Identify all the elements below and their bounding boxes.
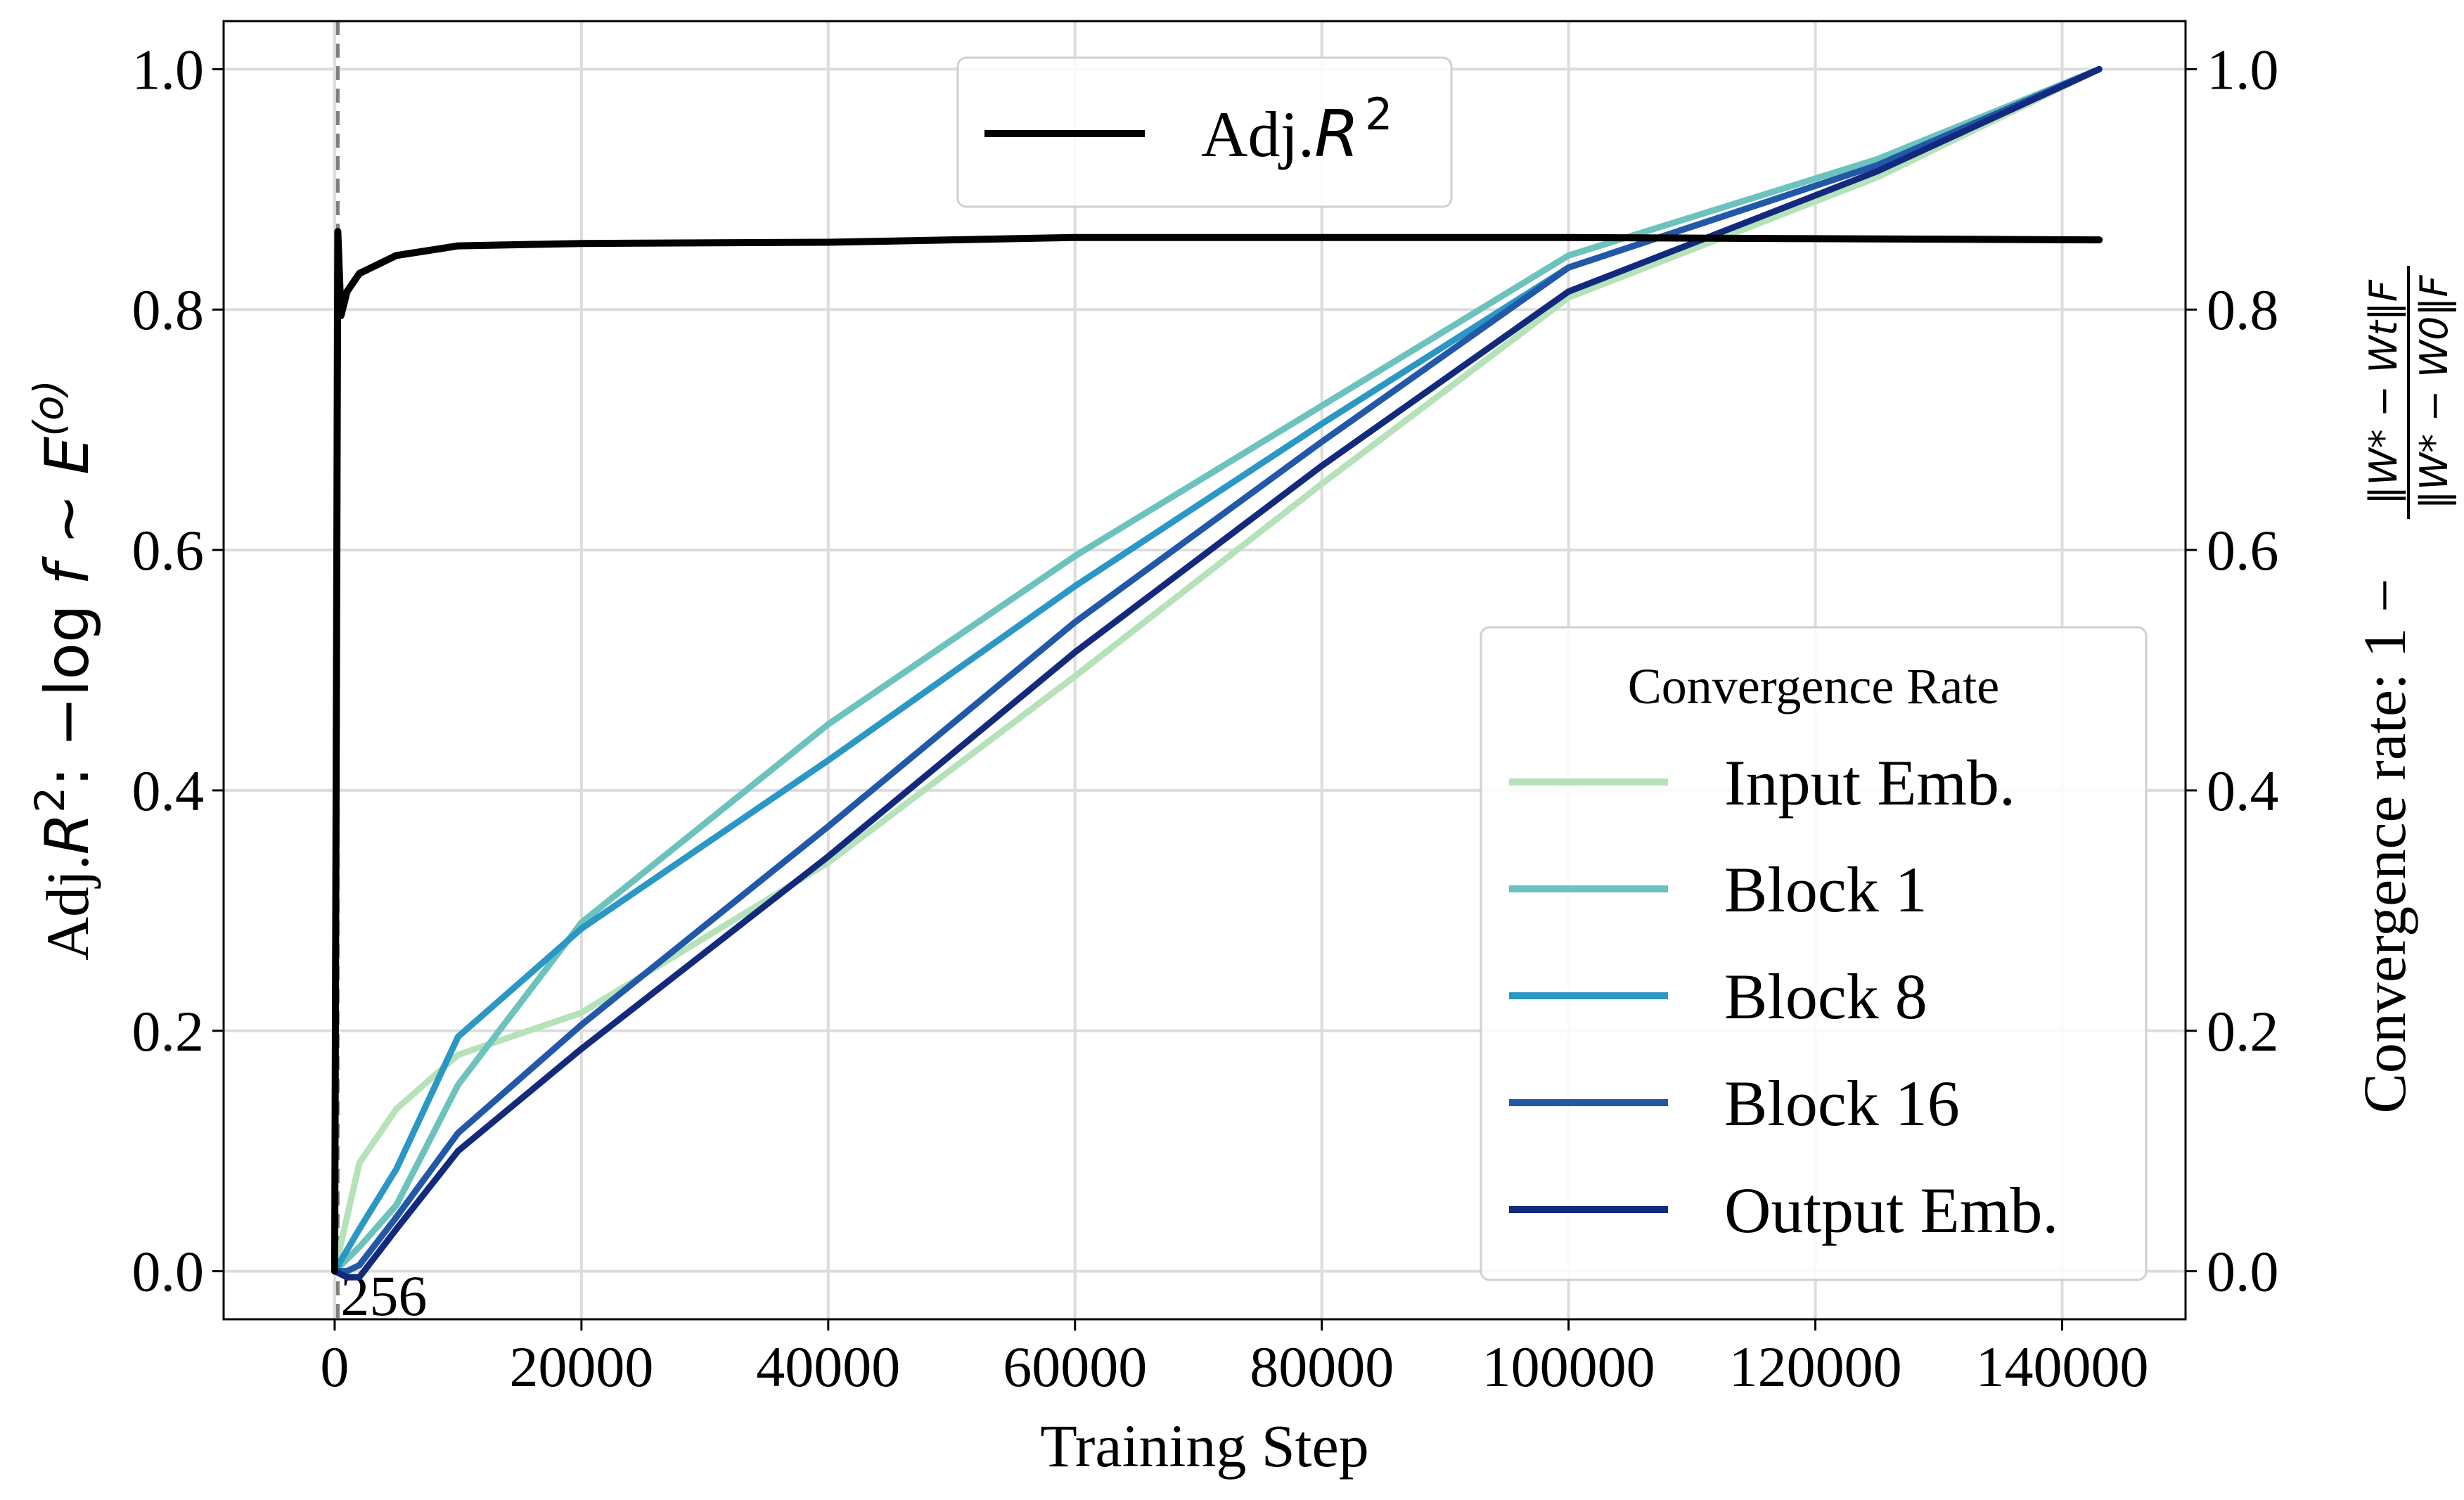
series-line-output-emb — [331, 65, 2103, 1281]
legend-adj-r2-label: Adj.R 2 — [1201, 89, 1392, 172]
left-y-axis-title-mid: : −log — [32, 585, 103, 787]
x-tick-label-7: 140000 — [1976, 1335, 2149, 1399]
legend-convergence-rate-box — [1480, 626, 2148, 1281]
left-y-tick-label-3: 0.6 — [132, 518, 205, 582]
legend-label-block-16: Block 16 — [1724, 1068, 1960, 1139]
left-y-axis-title-e: E — [32, 436, 103, 475]
left-y-tick-label-1: 0.2 — [132, 999, 205, 1063]
right-y-tick-label-5: 1.0 — [2207, 37, 2279, 101]
x-tick-label-5: 100000 — [1482, 1335, 1655, 1399]
series-line-block-16 — [331, 65, 2103, 1275]
x-tick-label-4: 80000 — [1250, 1335, 1394, 1399]
legend-adj-r2-box — [956, 56, 1453, 208]
left-y-axis-title: Adj.R2: −log f ∼ E(o) — [25, 380, 103, 961]
legend-label-block-8: Block 8 — [1724, 961, 1927, 1032]
left-y-tick-label-5: 1.0 — [132, 37, 205, 101]
series-lines — [331, 65, 2103, 1281]
legend-label-block-1: Block 1 — [1724, 854, 1927, 925]
series-line-adj-r2 — [331, 228, 2103, 1275]
legend-convergence-rate-title: Convergence Rate — [1628, 658, 1999, 714]
series-line-input-emb — [331, 65, 2103, 1275]
right-y-axis-title-numerator: ‖W* − Wt‖F — [2361, 279, 2406, 505]
plot-frame — [222, 20, 2187, 1321]
left-y-tick-label-4: 0.8 — [132, 278, 205, 342]
legend-label-input-emb: Input Emb. — [1724, 747, 2015, 819]
legend-convergence-rate-items: Input Emb. Block 1 Block 8 Block 16 Output E… — [1509, 747, 2058, 1246]
x-tick-label-3: 60000 — [1003, 1335, 1147, 1399]
left-y-tick-label-2: 0.4 — [132, 759, 205, 823]
right-y-tick-label-4: 0.8 — [2207, 278, 2279, 342]
left-y-axis-title-r: R — [32, 813, 103, 855]
right-y-tick-label-2: 0.4 — [2207, 759, 2279, 823]
left-y-axis-title-o: (o) — [25, 380, 72, 437]
left-y-tick-label-0: 0.0 — [132, 1240, 205, 1304]
legend-convergence-rate: Convergence Rate Input Emb. Block 1 Block … — [1480, 626, 2148, 1281]
x-tick-label-6: 120000 — [1729, 1335, 1902, 1399]
right-y-tick-label-3: 0.6 — [2207, 518, 2279, 582]
legend-adj-r2-sup: 2 — [1365, 89, 1392, 140]
x-tick-label-1: 20000 — [509, 1335, 653, 1399]
x-tick-label-0: 0 — [320, 1335, 349, 1399]
vline-label: 256 — [340, 1264, 427, 1328]
right-y-axis-title-denominator: ‖W* − W0‖F — [2412, 275, 2456, 510]
right-y-axis-title: Convergence rate: 1 − ‖W* − Wt‖F ‖W* − W… — [2351, 266, 2456, 1113]
legend-label-output-emb: Output Emb. — [1724, 1174, 2058, 1246]
axis-ticks: 0 20000 40000 60000 80000 100000 120000 140000 0… — [132, 37, 2279, 1399]
x-tick-label-2: 40000 — [756, 1335, 900, 1399]
left-y-axis-title-sup: 2 — [26, 787, 74, 813]
legend-adj-r2-prefix: Adj. — [1201, 98, 1314, 170]
legend-adj-r2: Adj.R 2 — [956, 56, 1453, 208]
right-y-tick-label-1: 0.2 — [2207, 999, 2279, 1063]
series-line-block-1 — [331, 65, 2103, 1275]
left-y-axis-title-sim: ∼ — [32, 475, 103, 564]
right-y-axis-title-text: Convergence rate: 1 − — [2351, 579, 2418, 1114]
legend-adj-r2-r: R — [1314, 96, 1359, 172]
right-y-tick-label-0: 0.0 — [2207, 1240, 2279, 1304]
left-y-axis-title-prefix: Adj. — [34, 855, 101, 961]
x-axis-title: Training Step — [1040, 1412, 1369, 1480]
